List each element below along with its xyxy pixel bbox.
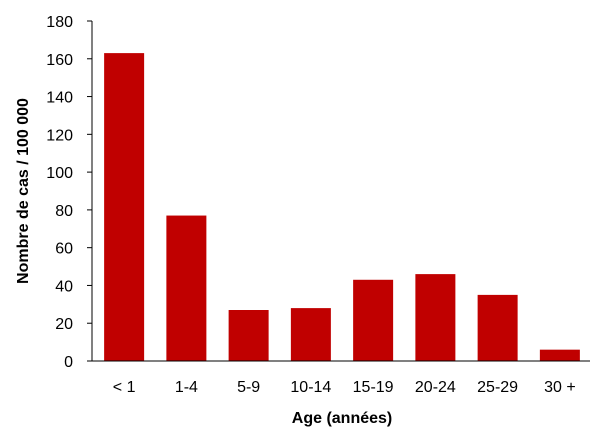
y-tick-label: 60 <box>55 241 73 258</box>
bar-6 <box>477 294 518 361</box>
x-tick-label: 1-4 <box>175 379 198 396</box>
x-tick-label: 25-29 <box>477 379 518 396</box>
y-tick-label: 160 <box>46 52 73 69</box>
bar-0 <box>104 53 145 361</box>
bar-7 <box>539 349 580 361</box>
y-axis-ticks: 0 20 40 60 80 100 120 140 160 180 <box>46 14 92 371</box>
x-axis-ticks: < 1 1-4 5-9 10-14 15-19 20-24 25-29 30 + <box>113 379 576 396</box>
bar-2 <box>228 310 269 361</box>
bar-1 <box>166 215 207 361</box>
y-axis-title: Nombre de cas / 100 000 <box>15 98 32 284</box>
x-tick-label: 10-14 <box>290 379 331 396</box>
y-tick-label: 120 <box>46 127 73 144</box>
bars <box>104 53 580 361</box>
x-tick-label: 5-9 <box>237 379 260 396</box>
y-tick-label: 20 <box>55 316 73 333</box>
bar-5 <box>415 274 456 361</box>
x-axis-title: Age (années) <box>292 410 392 427</box>
x-tick-label: 30 + <box>544 379 576 396</box>
y-tick-label: 140 <box>46 90 73 107</box>
x-tick-label: < 1 <box>113 379 136 396</box>
y-tick-label: 80 <box>55 203 73 220</box>
y-tick-label: 180 <box>46 14 73 31</box>
x-tick-label: 20-24 <box>415 379 456 396</box>
y-tick-label: 100 <box>46 165 73 182</box>
y-tick-label: 40 <box>55 278 73 295</box>
y-tick-label: 0 <box>64 354 73 371</box>
bar-3 <box>290 308 331 361</box>
bar-4 <box>353 279 394 361</box>
x-tick-label: 15-19 <box>353 379 394 396</box>
